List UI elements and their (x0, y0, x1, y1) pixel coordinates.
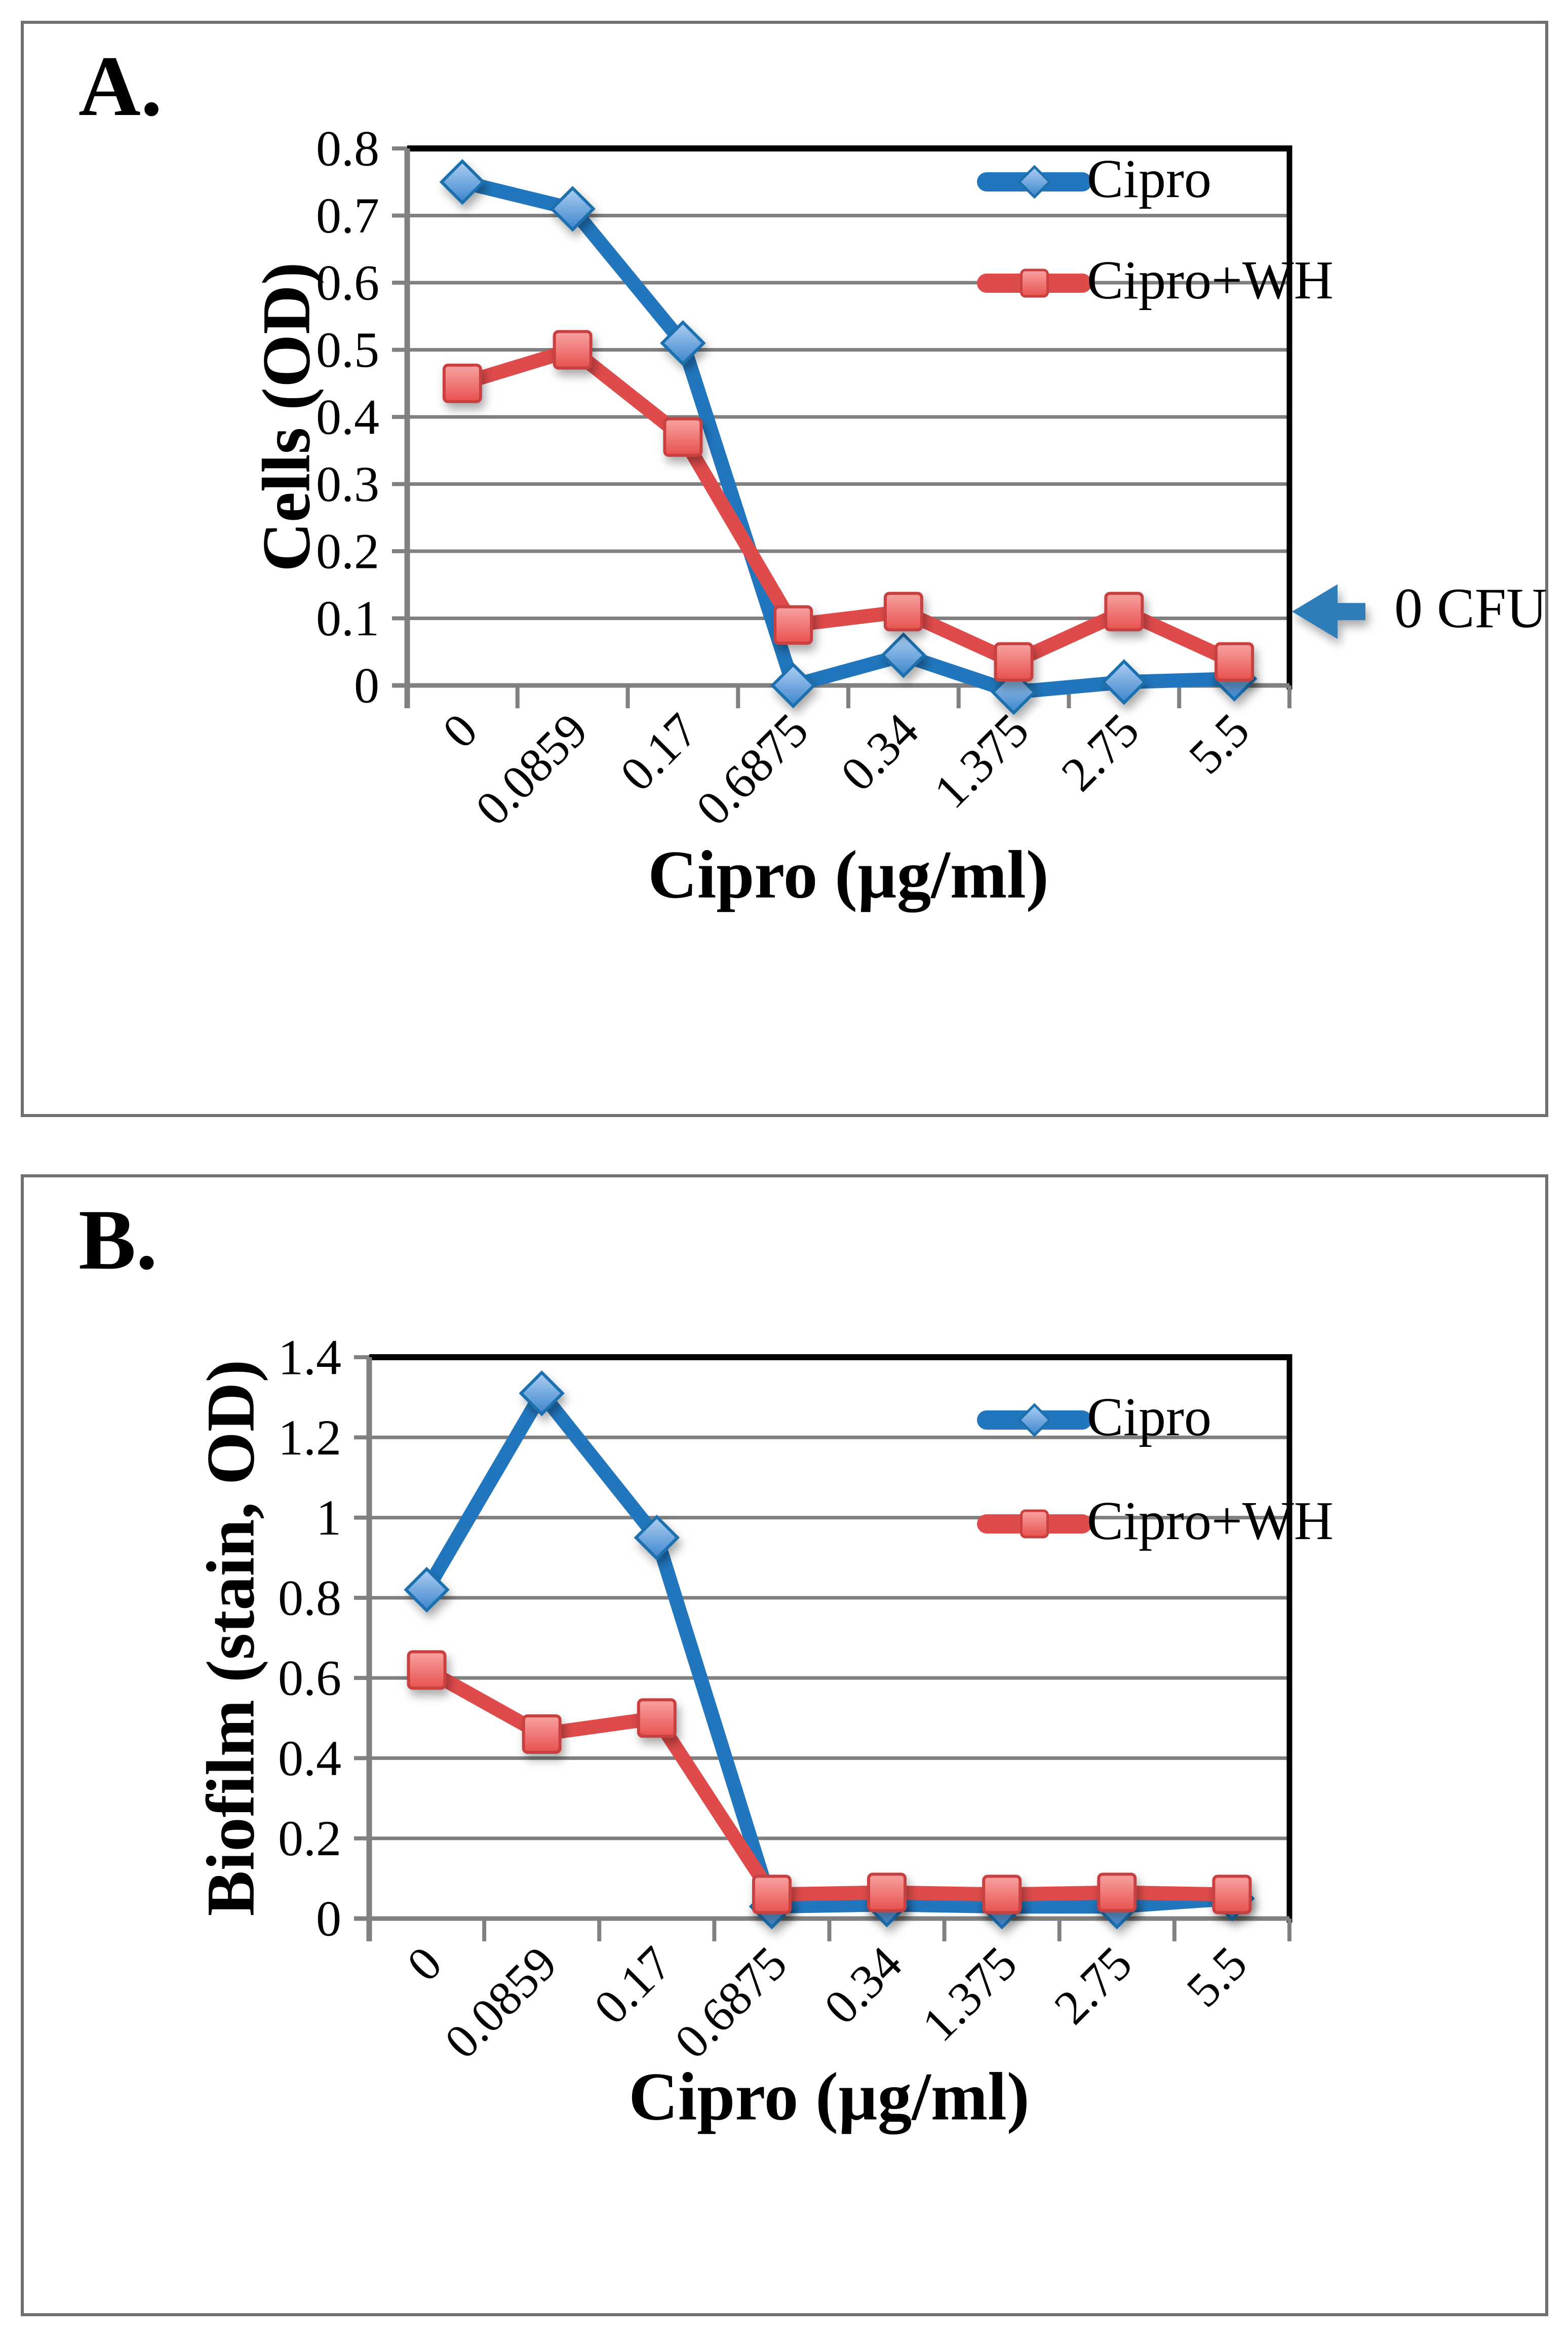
square-marker (522, 1714, 562, 1754)
x-tick-label: 0 (432, 703, 488, 758)
diamond-marker (880, 632, 927, 678)
diamond-marker (634, 1514, 680, 1561)
y-tick-label: 0.2 (278, 1810, 341, 1866)
series-line-cipro (419, 1386, 1239, 1914)
y-tick-label: 0 (316, 1891, 341, 1947)
diamond-marker (660, 320, 706, 366)
x-tick-label: 5.5 (1176, 1936, 1258, 2017)
x-tick-label: 0.0859 (434, 1936, 567, 2068)
panel-B: 0 0.2 0.4 0.6 0.8 1 1.2 1.4 0 0.0859 0.17 0.6875 0.3… (21, 1174, 1548, 2316)
square-marker (752, 1874, 792, 1914)
legend-label-cipro-wh-b: Cipro+WH (1087, 1491, 1334, 1552)
y-tick-label: 1.2 (278, 1409, 341, 1466)
y-tick-label: 1 (316, 1489, 341, 1546)
x-tick-label: 0.17 (583, 1936, 682, 2034)
diamond-marker (1101, 659, 1147, 705)
square-marker (867, 1872, 907, 1912)
zero-cfu-arrow (1292, 584, 1365, 639)
square-marker (407, 1650, 447, 1690)
y-tick-label: 0.8 (278, 1569, 341, 1626)
diamond-marker (1017, 165, 1052, 199)
x-tick-label: 0.6875 (686, 703, 818, 835)
square-marker (553, 330, 593, 370)
square-marker (663, 417, 703, 457)
y-axis-title-a: Cells (OD) (249, 262, 325, 572)
x-tick-label: 1.375 (923, 703, 1039, 818)
diamond-marker (770, 662, 816, 709)
square-marker (1212, 1874, 1252, 1914)
x-tick-label: 0 (397, 1936, 452, 1991)
y-axis-title-b: Biofilm (stain, OD) (193, 1359, 269, 1917)
y-tick-label: 0.8 (316, 121, 379, 177)
y-tick-label: 0.7 (316, 187, 379, 244)
square-marker (883, 592, 923, 632)
y-tick-label: 0.4 (316, 389, 379, 445)
panel-label-b: B. (79, 1192, 158, 1287)
x-tick-label: 0.6875 (664, 1936, 797, 2068)
square-marker (1020, 269, 1049, 298)
square-marker (637, 1698, 677, 1738)
series-line-cipro-wh (419, 1663, 1239, 1902)
square-marker (1097, 1872, 1137, 1912)
diamond-marker (1017, 1403, 1052, 1437)
legend-label-cipro-wh-a: Cipro+WH (1087, 250, 1334, 311)
square-marker (1214, 642, 1255, 682)
y-tick-label: 1.4 (278, 1329, 341, 1386)
zero-cfu-annotation: 0 CFU (1394, 577, 1547, 640)
x-tick-label: 0.34 (830, 703, 928, 801)
y-tick-label: 0.1 (316, 590, 379, 646)
y-tick-label: 0.3 (316, 456, 379, 512)
x-tick-label: 0.34 (813, 1936, 912, 2034)
x-tick-label: 1.375 (912, 1936, 1027, 2051)
x-tick-label: 5.5 (1178, 703, 1260, 784)
legend-label-cipro-a: Cipro (1087, 149, 1212, 210)
diamond-marker (519, 1370, 565, 1416)
x-axis-title-a: Cipro (µg/ml) (648, 837, 1049, 913)
y-tick-label: 0.6 (316, 255, 379, 311)
square-marker (1104, 592, 1144, 632)
square-marker (994, 642, 1034, 682)
y-tick-label: 0.5 (316, 322, 379, 378)
x-tick-label: 2.75 (1044, 1936, 1142, 2034)
panel-A: 0 0.1 0.2 0.3 0.4 0.5 0.6 0.7 0.8 0 0.0859 0.17 0.68… (21, 21, 1548, 1117)
cells-od-chart: 00.10.20.30.40.50.60.70.800.0859 0.170.68… (316, 121, 1365, 836)
square-marker (442, 363, 482, 403)
x-axis-title-b: Cipro (µg/ml) (629, 2059, 1030, 2135)
y-tick-label: 0 (354, 658, 379, 714)
square-marker (773, 605, 813, 645)
diamond-marker (991, 669, 1037, 715)
diamond-marker (550, 186, 596, 232)
square-marker (982, 1874, 1022, 1914)
square-marker (1020, 1509, 1049, 1539)
y-tick-label: 0.2 (316, 523, 379, 580)
x-tick-label: 2.75 (1051, 703, 1149, 801)
x-tick-label: 0.0859 (465, 703, 598, 835)
y-tick-label: 0.4 (278, 1730, 341, 1786)
diamond-marker (439, 159, 486, 205)
legend-label-cipro-b: Cipro (1087, 1387, 1212, 1448)
biofilm-od-chart: 00.20.40.60.811.21.400.0859 0.170.6875 0.3… (278, 1329, 1292, 2069)
x-tick-label: 0.17 (610, 703, 708, 801)
panel-label-a: A. (79, 39, 163, 134)
y-tick-label: 0.6 (278, 1650, 341, 1706)
diamond-marker (404, 1566, 450, 1613)
